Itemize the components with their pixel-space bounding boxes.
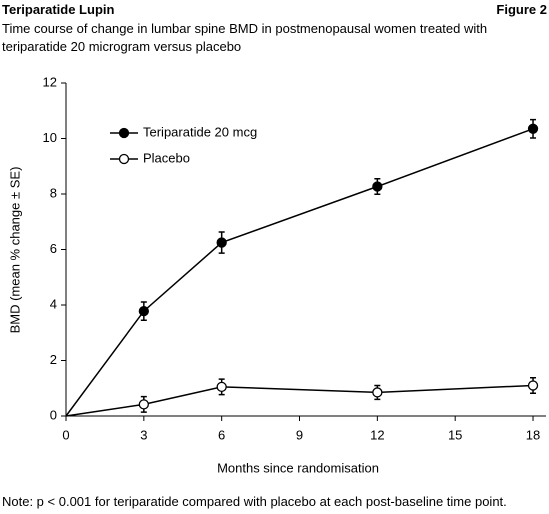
- data-point: [527, 123, 539, 134]
- chart-subtitle: Time course of change in lumbar spine BM…: [2, 21, 488, 54]
- footnote: Note: p < 0.001 for teriparatide compare…: [2, 494, 507, 509]
- y-tick-label: 2: [50, 352, 57, 367]
- y-tick-label: 12: [43, 74, 57, 89]
- x-axis-label: Months since randomisation: [217, 460, 379, 475]
- series-line: [65, 384, 534, 417]
- data-point: [372, 387, 383, 398]
- x-tick-label: 6: [218, 427, 225, 442]
- x-tick-label: 0: [62, 427, 69, 442]
- legend-label: Teriparatide 20 mcg: [143, 124, 257, 139]
- x-tick-label: 12: [370, 427, 384, 442]
- y-tick-label: 4: [50, 296, 57, 311]
- data-point: [216, 381, 227, 393]
- data-point: [216, 237, 227, 248]
- data-point: [138, 399, 149, 410]
- y-tick-label: 0: [50, 407, 57, 422]
- y-tick-label: 8: [50, 185, 57, 200]
- figure-label: Figure 2: [496, 2, 547, 17]
- x-tick-label: 18: [526, 427, 540, 442]
- data-point: [138, 305, 149, 317]
- chart: Months since randomisation BMD (mean % c…: [7, 74, 546, 475]
- data-point: [527, 380, 539, 391]
- legend-label: Placebo: [143, 150, 190, 165]
- legend-marker: [118, 153, 130, 165]
- x-tick-label: 15: [448, 427, 462, 442]
- y-axis-label: BMD (mean % change ± SE): [7, 167, 22, 334]
- y-tick-label: 6: [50, 241, 57, 256]
- header-title: Teriparatide Lupin: [2, 2, 115, 17]
- x-tick-label: 9: [296, 427, 303, 442]
- y-tick-label: 10: [43, 130, 57, 145]
- data-point: [372, 181, 383, 192]
- header: Teriparatide Lupin Figure 2: [2, 2, 547, 17]
- legend-marker: [118, 127, 130, 139]
- x-tick-label: 3: [140, 427, 147, 442]
- series-line: [65, 128, 534, 417]
